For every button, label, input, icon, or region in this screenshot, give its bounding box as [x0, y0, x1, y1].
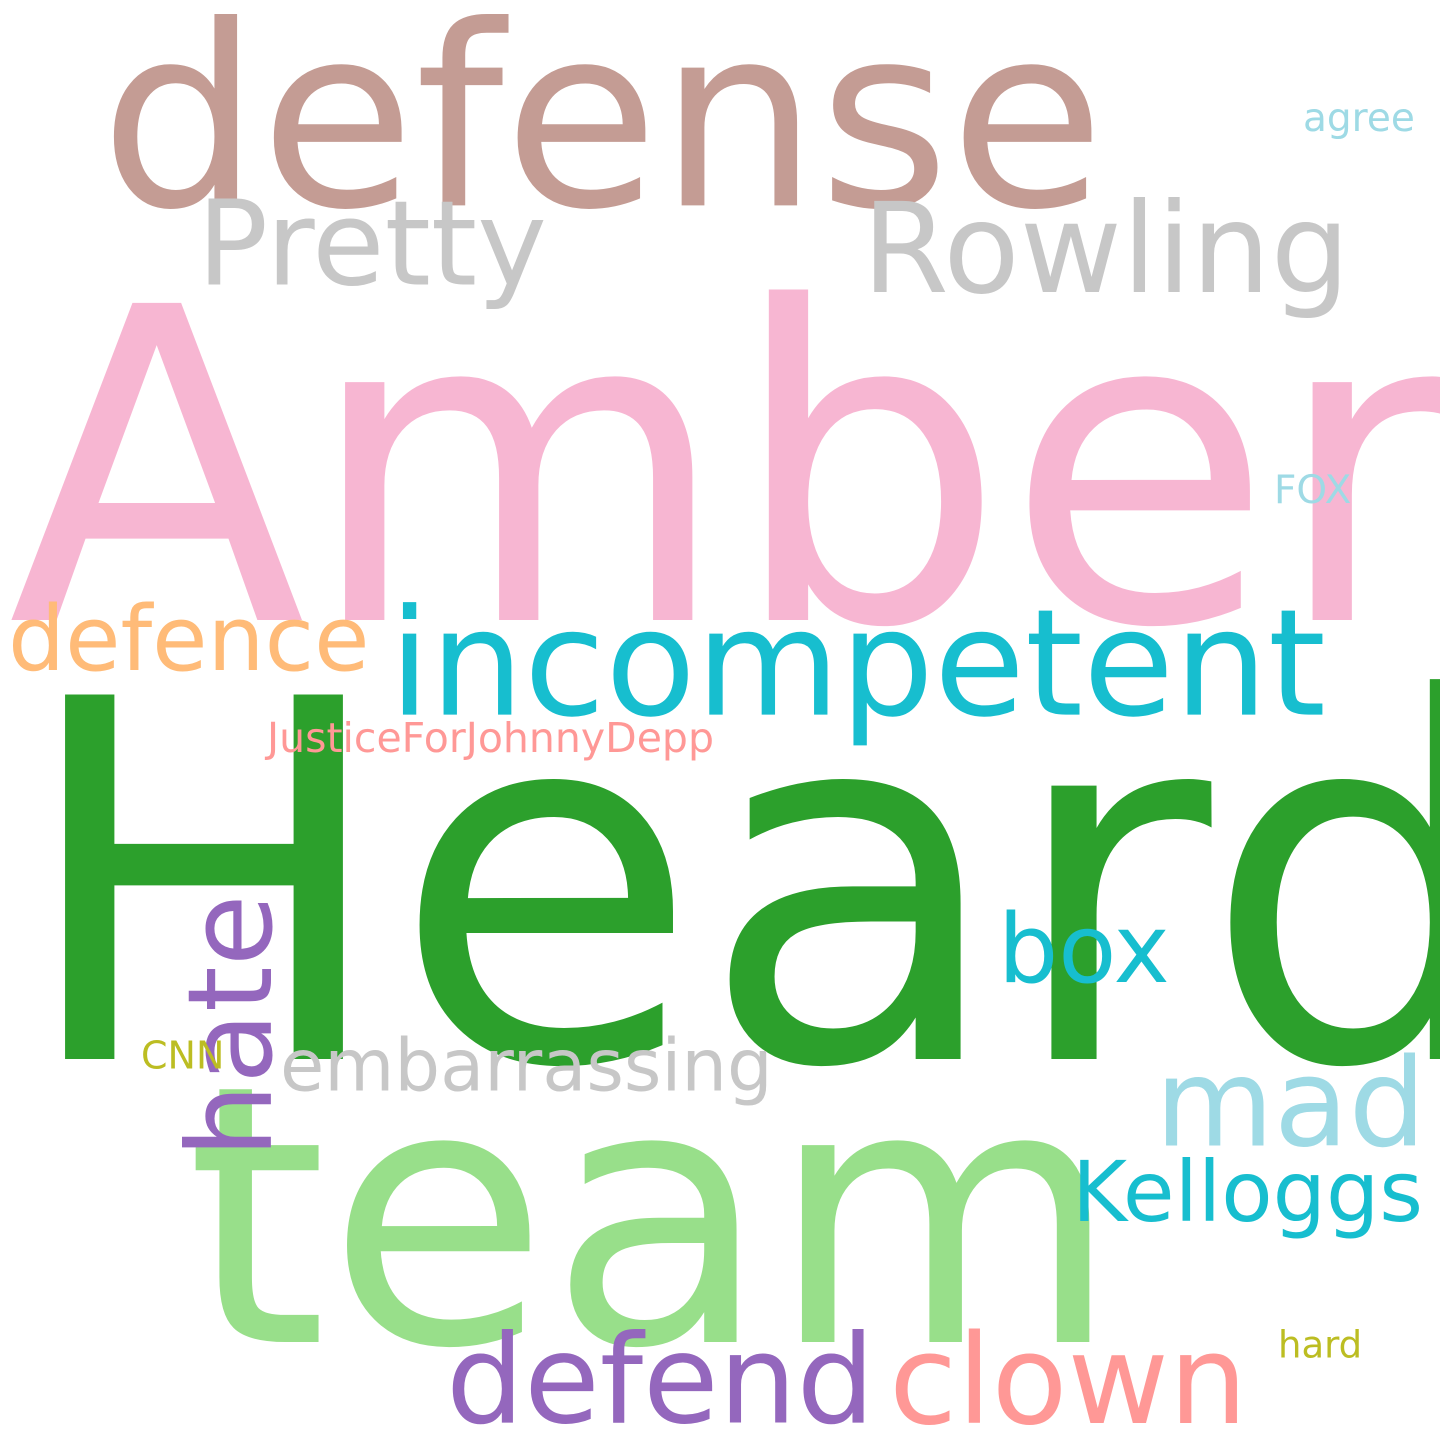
word-justicefor-johnnydepp: JusticeForJohnnyDepp	[267, 714, 714, 763]
word-incompetent: incompetent	[389, 577, 1326, 750]
word-defense: defense	[100, 0, 1105, 266]
word-hard: hard	[1278, 1323, 1363, 1367]
word-embarrassing: embarrassing	[280, 1023, 773, 1108]
word-fox: FOX	[1274, 467, 1352, 513]
word-agree: agree	[1303, 95, 1415, 141]
word-defence: defence	[8, 587, 370, 692]
word-box: box	[998, 895, 1170, 1005]
word-pretty: Pretty	[197, 174, 547, 313]
word-rowling: Rowling	[862, 177, 1350, 322]
word-mad: mad	[1155, 1032, 1427, 1175]
word-clown: clown	[889, 1308, 1248, 1440]
word-team: team	[186, 1008, 1120, 1427]
word-heard: Heard	[16, 595, 1440, 1177]
word-defend: defend	[446, 1309, 875, 1440]
word-hate: hate	[162, 894, 299, 1158]
word-amber: Amber	[8, 216, 1440, 723]
word-cnn: CNN	[141, 1033, 225, 1078]
word-kelloggs: Kelloggs	[1072, 1142, 1424, 1241]
